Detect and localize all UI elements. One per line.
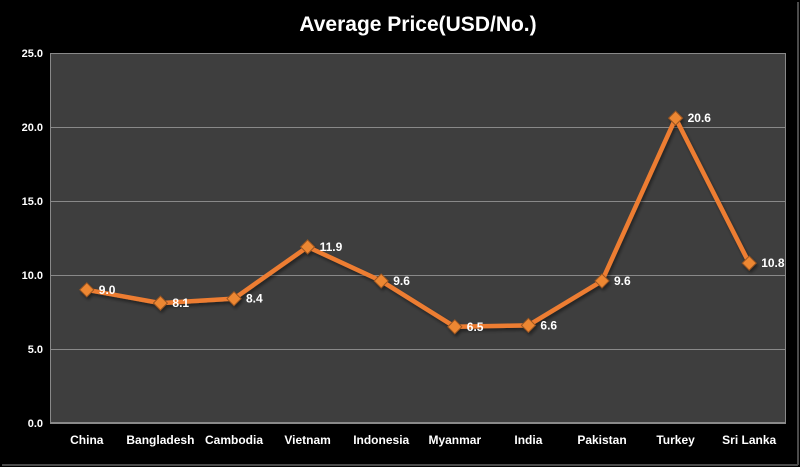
x-axis-label: Cambodia [205,433,263,447]
data-label: 9.6 [614,274,631,288]
x-axis-label: Vietnam [284,433,330,447]
y-tick-label: 5.0 [28,344,43,356]
frame-border-right [797,2,799,465]
data-point-marker [373,273,389,289]
data-point-marker [594,273,610,289]
data-point-marker [299,239,316,255]
data-label: 8.1 [172,296,189,310]
y-tick-label: 20.0 [22,122,43,134]
x-axis-label: Bangladesh [126,433,194,447]
data-point-marker [520,317,537,334]
y-tick-label: 10.0 [22,270,43,282]
data-label: 6.6 [540,318,557,332]
data-label: 9.6 [393,274,410,288]
data-point-marker [226,290,242,307]
frame-border-bottom [2,464,798,466]
x-axis-label: Indonesia [353,433,409,447]
plot-area [50,53,786,423]
series-line [84,115,752,330]
data-point-marker [667,110,684,126]
data-label: 9.0 [99,283,116,297]
y-tick-label: 0.0 [28,418,43,430]
data-label: 8.4 [246,292,263,306]
data-label: 11.9 [320,240,343,254]
x-axis-label: Sri Lanka [722,433,776,447]
y-tick-label: 15.0 [22,196,43,208]
x-axis-label: Pakistan [577,433,626,447]
data-point-marker [79,282,95,298]
data-point-marker [741,255,757,271]
x-axis-label: Turkey [656,433,695,447]
data-point-marker [447,319,463,335]
data-label: 20.6 [688,111,712,125]
data-point-marker [152,295,169,311]
x-axis-label: China [70,433,104,447]
y-tick-label: 25.0 [22,48,43,60]
series-group [79,110,757,335]
x-axis-label: Myanmar [428,433,481,447]
plot-border [50,53,786,423]
data-label: 6.5 [467,320,484,334]
chart-title: Average Price(USD/No.) [299,13,537,36]
x-axis-label: India [514,433,542,447]
data-label: 10.8 [761,256,785,270]
